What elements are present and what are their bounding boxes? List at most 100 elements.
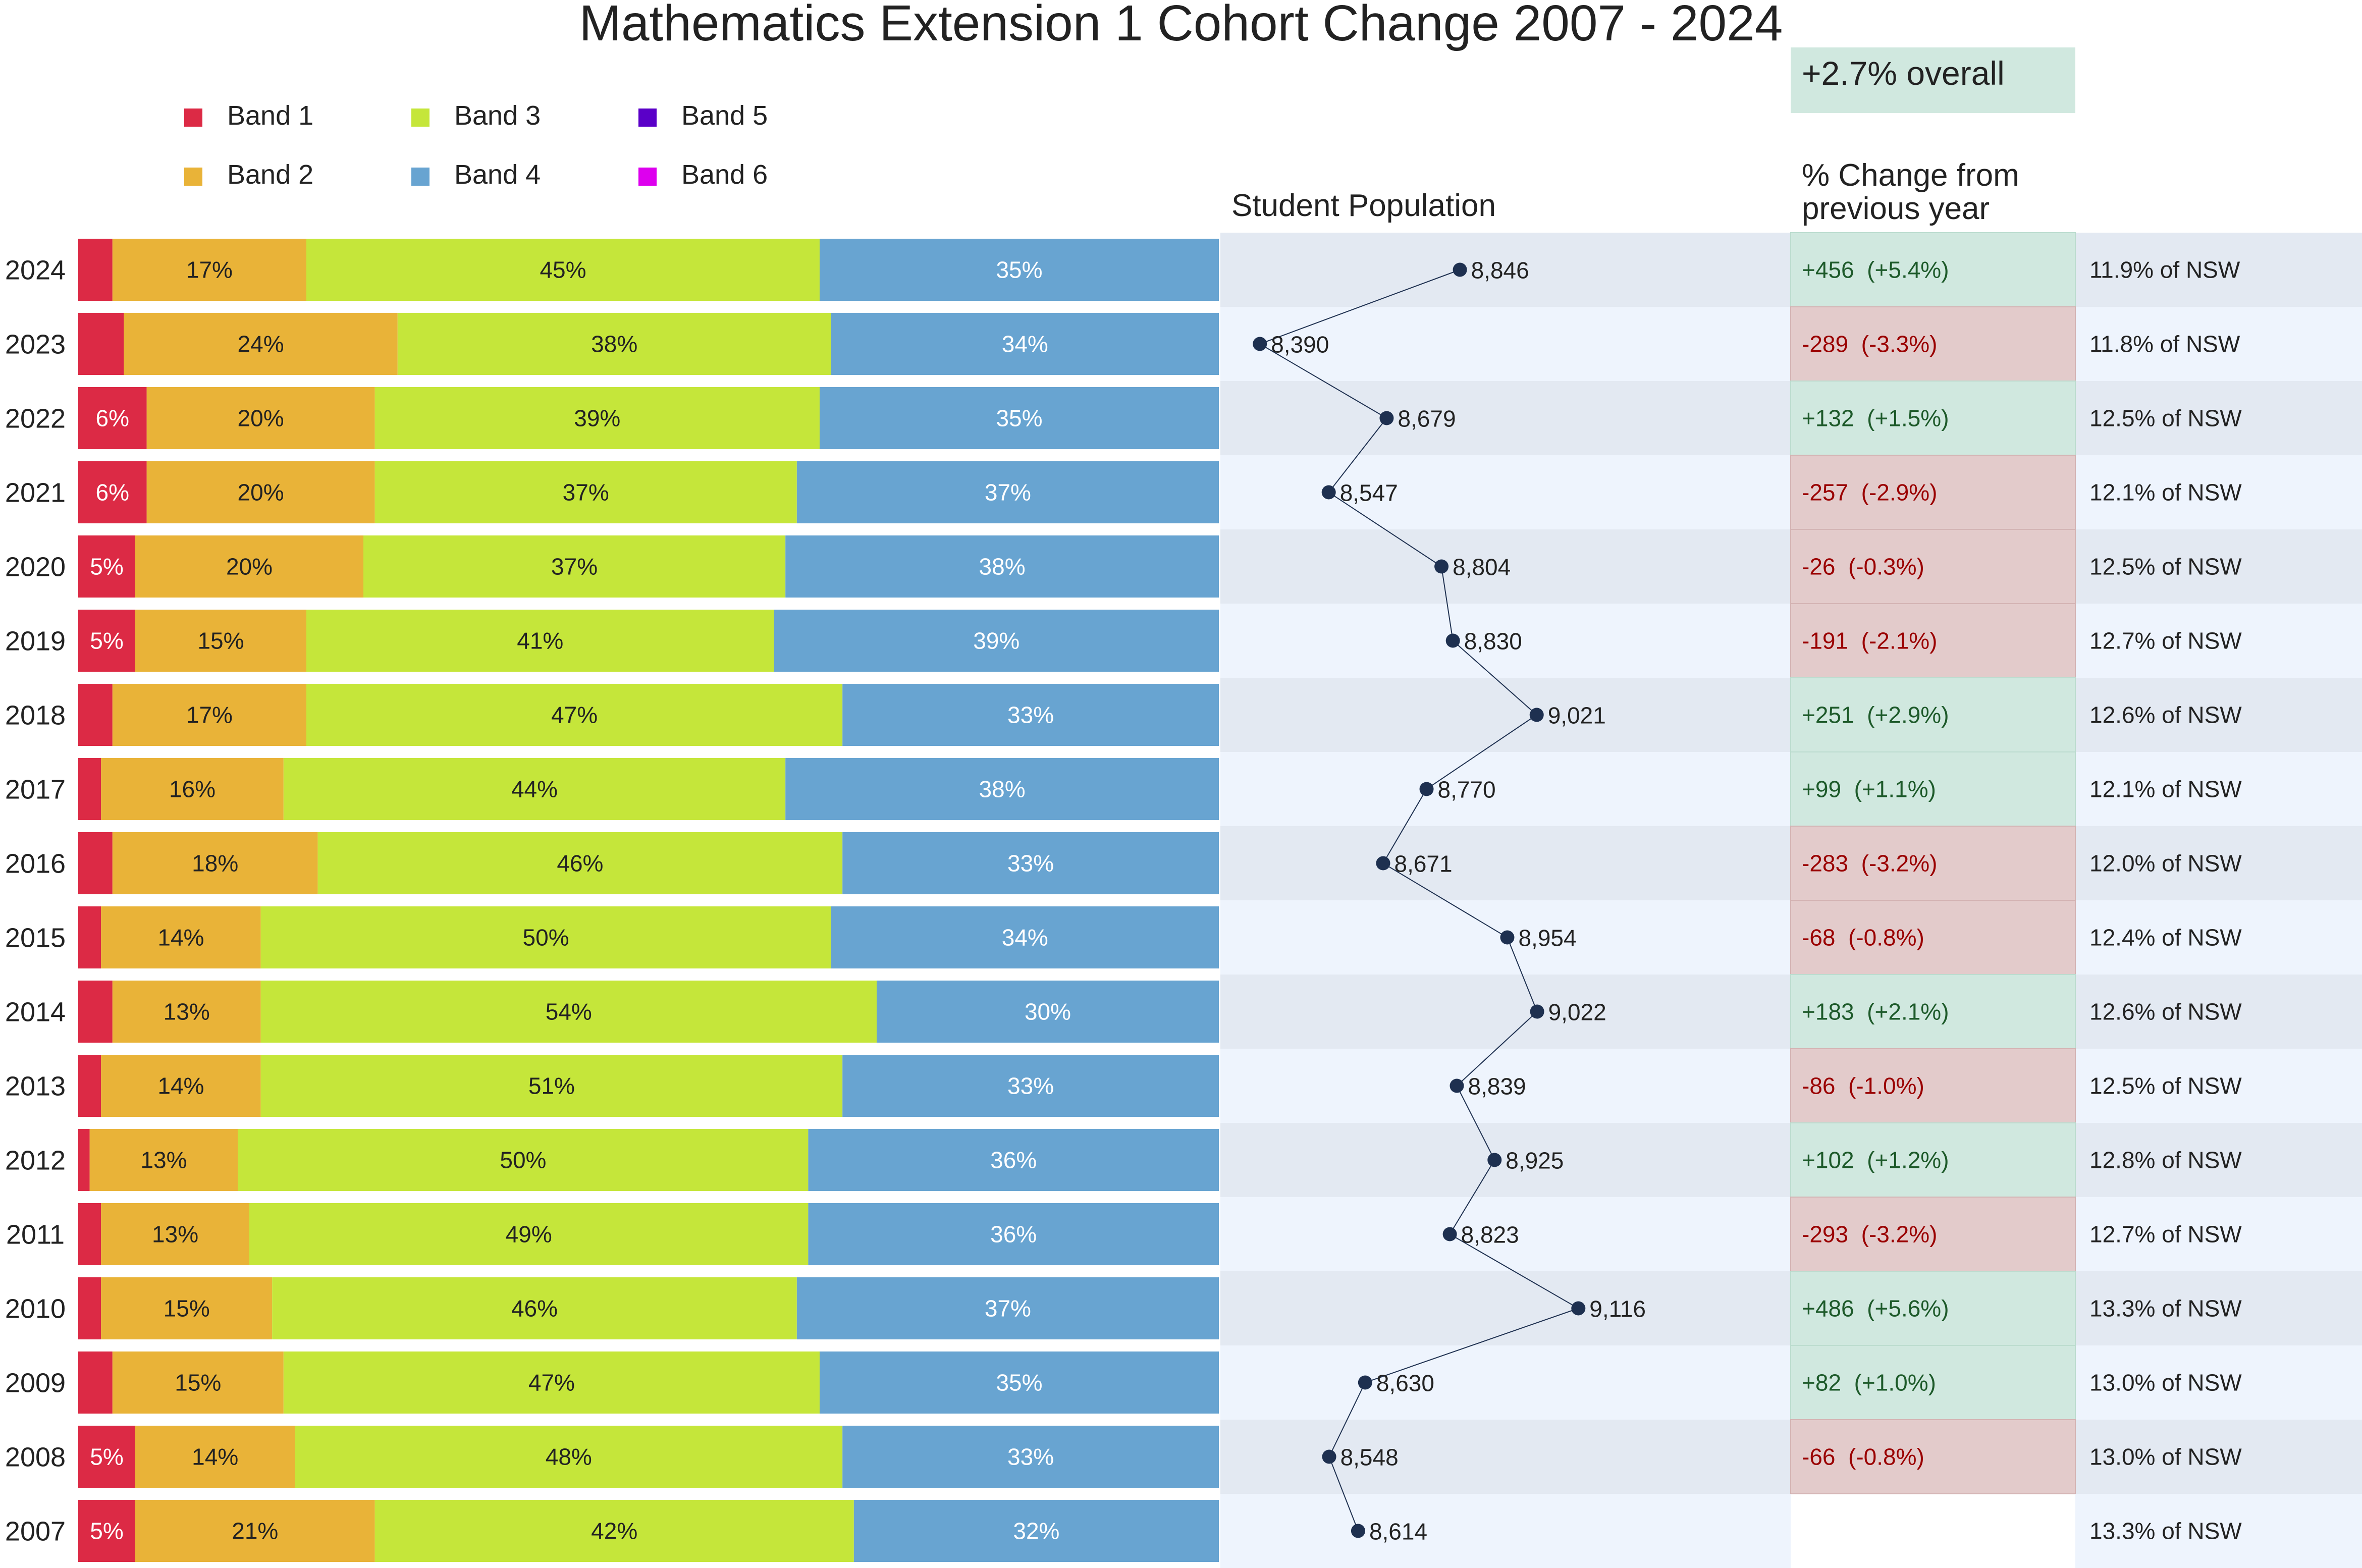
- population-label: 8,925: [1506, 1148, 1564, 1174]
- nsw-share-label: 12.5% of NSW: [2089, 405, 2242, 431]
- population-point: [1450, 1078, 1464, 1093]
- bar-label-band-1: 5%: [90, 628, 123, 654]
- change-label: +82 (+1.0%): [1802, 1370, 1936, 1396]
- population-label: 8,846: [1471, 257, 1529, 284]
- bar-label-band-4: 33%: [1007, 1444, 1054, 1470]
- bar-segment-band-3: [374, 1500, 854, 1562]
- nsw-share-label: 13.3% of NSW: [2089, 1518, 2242, 1544]
- legend-swatch-band-6: [638, 168, 657, 186]
- change-label: -68 (-0.8%): [1802, 925, 1924, 951]
- nsw-row-bg: [2075, 1345, 2362, 1420]
- bar-segment-band-2: [112, 832, 318, 894]
- year-label: 2017: [5, 775, 66, 805]
- bar-segment-band-1: [78, 684, 113, 746]
- year-label: 2016: [5, 849, 66, 879]
- change-title-line1: % Change from: [1802, 158, 2019, 193]
- change-cell: [1790, 677, 2076, 752]
- bar-segment-band-1: [78, 1203, 101, 1265]
- bar-segment-band-3: [260, 906, 831, 968]
- bar-label-band-4: 36%: [990, 1147, 1037, 1173]
- population-row-bg: [1220, 529, 1791, 604]
- bar-segment-band-4: [808, 1203, 1219, 1265]
- bar-label-band-4: 35%: [996, 1370, 1042, 1396]
- bar-segment-band-4: [842, 684, 1219, 746]
- bar-label-band-4: 30%: [1025, 999, 1071, 1025]
- bar-label-band-3: 39%: [574, 405, 620, 431]
- population-point: [1253, 337, 1267, 351]
- change-title-line2: previous year: [1802, 191, 1990, 226]
- population-row-bg: [1220, 307, 1791, 381]
- legend-swatch-band-1: [184, 109, 202, 127]
- bar-label-band-2: 16%: [169, 776, 216, 802]
- year-label: 2022: [5, 404, 66, 434]
- bar-segment-band-1: [78, 239, 113, 301]
- bar-segment-band-4: [820, 387, 1219, 449]
- population-label: 8,547: [1340, 480, 1398, 506]
- population-row-bg: [1220, 1494, 1791, 1568]
- change-cell: [1790, 381, 2076, 456]
- bar-label-band-3: 50%: [500, 1147, 546, 1173]
- nsw-share-label: 11.9% of NSW: [2089, 257, 2240, 283]
- bar-segment-band-4: [831, 906, 1219, 968]
- overall-box: [1791, 47, 2075, 113]
- year-label: 2011: [6, 1220, 65, 1250]
- bar-segment-band-3: [306, 239, 820, 301]
- bar-label-band-4: 33%: [1007, 1073, 1054, 1099]
- year-label: 2021: [5, 478, 66, 508]
- change-cell: [1790, 826, 2076, 901]
- population-point: [1530, 1004, 1544, 1019]
- bar-label-band-3: 49%: [506, 1221, 552, 1248]
- bar-label-band-3: 47%: [551, 702, 598, 728]
- legend-label-band-5: Band 5: [681, 100, 768, 131]
- year-label: 2007: [5, 1517, 66, 1547]
- change-label: +456 (+5.4%): [1802, 257, 1949, 283]
- population-point: [1376, 856, 1390, 871]
- population-label: 8,548: [1340, 1444, 1399, 1471]
- bar-segment-band-2: [112, 239, 307, 301]
- bar-segment-band-2: [146, 387, 375, 449]
- population-point: [1419, 782, 1434, 796]
- nsw-row-bg: [2075, 1123, 2362, 1197]
- year-label: 2020: [5, 552, 66, 582]
- nsw-row-bg: [2075, 307, 2362, 381]
- bar-label-band-4: 34%: [1002, 925, 1048, 951]
- change-cell: [1790, 529, 2076, 604]
- bar-label-band-2: 14%: [192, 1444, 238, 1470]
- year-label: 2015: [5, 923, 66, 953]
- bar-segment-band-1: [78, 832, 113, 894]
- bar-label-band-1: 6%: [96, 479, 129, 506]
- nsw-row-bg: [2075, 455, 2362, 529]
- legend-label-band-6: Band 6: [681, 159, 768, 190]
- population-point: [1321, 485, 1336, 500]
- change-label: -257 (-2.9%): [1802, 479, 1937, 506]
- nsw-row-bg: [2075, 752, 2362, 826]
- population-point: [1358, 1375, 1372, 1390]
- nsw-share-label: 13.0% of NSW: [2089, 1370, 2242, 1396]
- nsw-row-bg: [2075, 1271, 2362, 1345]
- change-label: -191 (-2.1%): [1802, 628, 1937, 654]
- bar-segment-band-3: [317, 832, 843, 894]
- change-cell: [1790, 1271, 2076, 1346]
- bar-segment-band-1: [78, 1129, 90, 1191]
- bar-label-band-2: 20%: [238, 479, 284, 506]
- bar-label-band-2: 20%: [238, 405, 284, 431]
- bar-label-band-4: 36%: [990, 1221, 1037, 1248]
- bar-segment-band-1: [78, 981, 113, 1043]
- population-title: Student Population: [1231, 188, 1496, 223]
- bar-label-band-4: 37%: [985, 1295, 1031, 1322]
- bar-segment-band-3: [272, 1277, 797, 1339]
- bar-label-band-3: 41%: [517, 628, 563, 654]
- bar-segment-band-1: [78, 387, 147, 449]
- bar-segment-band-2: [89, 1129, 238, 1191]
- bar-label-band-2: 15%: [175, 1370, 221, 1396]
- population-row-bg: [1220, 1271, 1791, 1345]
- bar-label-band-2: 24%: [238, 331, 284, 357]
- bar-segment-band-3: [306, 684, 843, 746]
- bar-label-band-3: 38%: [591, 331, 637, 357]
- bar-segment-band-4: [842, 1426, 1219, 1488]
- bar-label-band-3: 50%: [523, 925, 569, 951]
- year-label: 2012: [5, 1146, 66, 1176]
- bar-label-band-2: 21%: [232, 1518, 278, 1544]
- bar-label-band-1: 6%: [96, 405, 129, 431]
